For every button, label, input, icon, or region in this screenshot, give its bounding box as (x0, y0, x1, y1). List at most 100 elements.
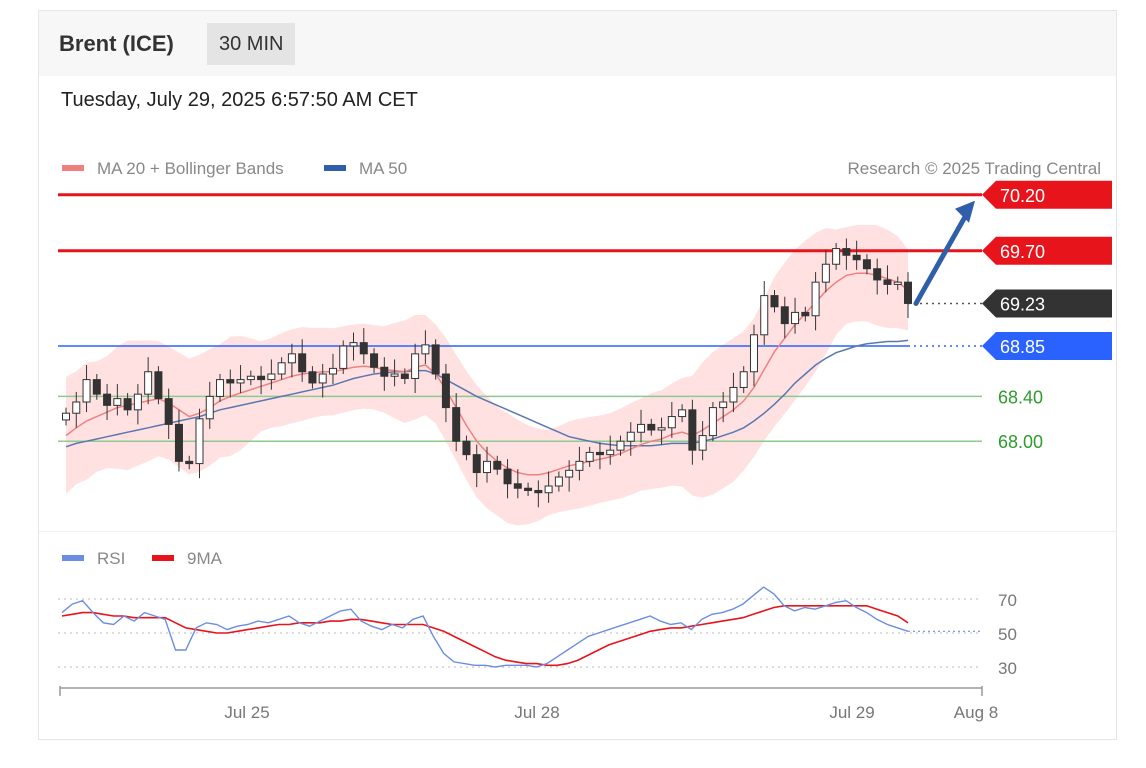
candle-body (267, 373, 276, 381)
candle-body (308, 371, 317, 384)
level-tag-shape (982, 289, 1112, 318)
candle-24 (308, 366, 317, 389)
candle-6 (123, 393, 132, 416)
candle-body (678, 409, 687, 418)
candle-50 (575, 446, 584, 481)
candle-body (174, 423, 183, 462)
candle-49 (565, 460, 574, 492)
candle-10 (164, 388, 173, 439)
candle-69 (770, 290, 779, 313)
candle-body (801, 311, 810, 317)
candle-body (688, 409, 697, 451)
candle-body (852, 254, 861, 261)
candle-76 (842, 238, 851, 270)
candle-body (195, 418, 204, 465)
candle-9 (154, 366, 163, 405)
candle-60 (678, 404, 687, 423)
candle-59 (667, 402, 676, 438)
candle-4 (103, 384, 112, 420)
candle-15 (216, 374, 225, 402)
candle-22 (287, 343, 296, 378)
candle-67 (749, 324, 758, 387)
candle-body (883, 279, 892, 285)
candle-12 (185, 455, 194, 470)
candle-body (873, 268, 882, 281)
candle-40 (472, 444, 481, 488)
level-label-68-40: 68.40 (998, 387, 1043, 407)
candle-body (82, 379, 91, 403)
candle-body (606, 449, 615, 456)
candle-78 (862, 254, 871, 275)
candle-body (164, 398, 173, 425)
candle-56 (637, 409, 646, 443)
candle-79 (873, 258, 882, 295)
candle-77 (852, 240, 861, 270)
candle-body (565, 469, 574, 478)
candle-body (318, 373, 327, 384)
price-levels (58, 193, 982, 442)
x-tick-jul-28: Jul 28 (514, 703, 559, 722)
target-arrow (913, 200, 975, 306)
candle-body (185, 460, 194, 465)
candle-body (637, 423, 646, 433)
candle-18 (246, 370, 255, 386)
candle-63 (708, 402, 717, 442)
candle-29 (359, 328, 368, 364)
candle-20 (267, 359, 276, 390)
candle-75 (832, 242, 841, 270)
candle-66 (739, 366, 748, 394)
candle-body (832, 248, 841, 265)
instrument-title: Brent (ICE) (59, 31, 174, 56)
candle-45 (524, 482, 533, 497)
candle-body (616, 440, 625, 451)
candle-39 (462, 435, 471, 461)
candle-body (493, 460, 502, 470)
candle-8 (144, 357, 153, 405)
level-tag-shape (982, 180, 1112, 209)
level-tag-shape (982, 332, 1112, 360)
rsi-legend: RSI 9MA (62, 549, 223, 568)
candle-body (257, 375, 266, 381)
candle-36 (431, 339, 440, 380)
price-panel: MA 20 + Bollinger Bands MA 50 Research ©… (58, 159, 1112, 526)
candle-body (462, 440, 471, 456)
candle-body (246, 375, 255, 381)
candle-body (647, 423, 656, 431)
legend-swatch-ma20 (62, 165, 84, 171)
candle-body (729, 386, 738, 403)
candle-57 (647, 418, 656, 436)
target-arrow-head (955, 200, 975, 223)
candle-body (780, 306, 789, 325)
level-tag-69-23: 69.23 (982, 289, 1112, 318)
legend-swatch-rsi (62, 555, 84, 561)
legend-label-ma50: MA 50 (359, 159, 407, 178)
candle-body (144, 371, 153, 395)
candle-30 (370, 348, 379, 373)
level-label-68-00: 68.00 (998, 432, 1043, 452)
candle-26 (328, 353, 337, 385)
candle-body (472, 454, 481, 474)
candle-body (483, 460, 491, 474)
level-tag-text: 69.70 (1000, 242, 1045, 262)
level-tag-shape (982, 236, 1112, 265)
candle-37 (441, 363, 450, 423)
candle-body (359, 342, 368, 355)
candle-11 (174, 409, 183, 472)
candle-5 (113, 384, 122, 416)
panel-separator (39, 531, 1116, 532)
candle-80 (883, 265, 892, 295)
candle-body (390, 373, 399, 377)
candle-34 (411, 343, 420, 394)
candle-1 (72, 391, 81, 428)
candle-23 (298, 339, 307, 382)
candle-body (328, 367, 337, 375)
candle-65 (729, 372, 738, 413)
candle-body (349, 342, 358, 347)
candle-body (62, 412, 70, 421)
candle-53 (606, 435, 615, 465)
candle-body (791, 311, 800, 325)
candle-51 (585, 446, 594, 467)
candle-42 (493, 455, 502, 475)
candle-21 (277, 357, 286, 380)
timeframe-badge[interactable]: 30 MIN (207, 23, 296, 65)
